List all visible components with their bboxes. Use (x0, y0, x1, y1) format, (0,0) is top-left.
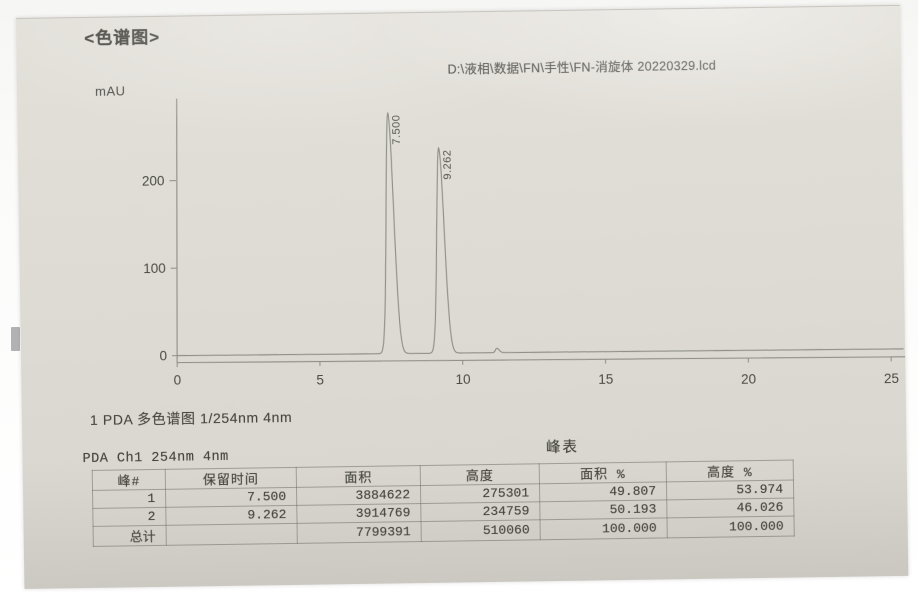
table-cell: 234759 (420, 501, 541, 522)
table-cell: 9.262 (165, 505, 298, 526)
column-header: 高度 (420, 463, 540, 486)
table-cell: 3884622 (296, 485, 421, 506)
table-cell: 275301 (420, 483, 540, 504)
x-axis-line (177, 356, 906, 364)
table-cell: 1 (92, 489, 166, 509)
table-cell: 100.000 (666, 516, 795, 538)
table-cell: 2 (92, 507, 167, 527)
column-header: 高度 % (666, 460, 794, 482)
y-axis-line (176, 98, 178, 363)
column-header: 保留时间 (165, 467, 297, 490)
x-tick-label: 0 (174, 373, 182, 388)
column-header: 峰# (92, 469, 166, 491)
table-cell: 3914769 (296, 503, 422, 524)
y-tick-label: 0 (159, 348, 167, 363)
table-cell (166, 523, 298, 546)
x-tick-label: 25 (884, 371, 899, 386)
peak-table-title: 峰表 (545, 439, 580, 457)
chromatogram-trace (177, 112, 904, 357)
x-tick-label: 20 (741, 371, 756, 386)
peak-table-body: 1 7.500 3884622 275301 49.807 53.974 2 9.262 391… (92, 480, 795, 547)
photo-edge-marker (11, 327, 20, 351)
table-cell: 总计 (93, 525, 167, 547)
chromatogram-plot: 0 100 200 0 5 10 15 20 25 7.500 9.262 (142, 98, 906, 388)
table-cell: 7799391 (297, 521, 422, 544)
column-header: 面积 % (539, 461, 667, 484)
page-title: <色谱图> (84, 27, 161, 48)
peak-table-channel: PDA Ch1 254nm 4nm (82, 449, 229, 468)
table-cell: 7.500 (165, 487, 297, 508)
y-axis-unit-label: mAU (94, 83, 126, 99)
table-cell: 50.193 (539, 499, 667, 520)
table-cell: 53.974 (666, 480, 794, 500)
column-header: 面积 (296, 465, 421, 488)
table-cell: 49.807 (539, 481, 667, 502)
x-tick-label: 10 (455, 372, 470, 387)
channel-description: 1 PDA 多色谱图 1/254nm 4nm (89, 408, 293, 428)
peak-table: 峰# 保留时间 面积 高度 面积 % 高度 % 1 7.500 3884622 275301 49… (92, 460, 795, 547)
y-tick-label: 200 (142, 173, 165, 188)
peak-rt-label: 7.500 (391, 115, 403, 145)
y-tick-label: 100 (143, 261, 166, 276)
table-cell: 100.000 (540, 517, 668, 540)
peak-rt-label: 9.262 (442, 149, 454, 179)
report-paper: 0 100 200 0 5 10 15 20 25 7.500 9.262 <色谱图> mAU D:… (16, 4, 909, 589)
x-tick-label: 5 (316, 372, 324, 387)
table-cell: 46.026 (666, 498, 794, 518)
table-cell: 510060 (421, 519, 541, 542)
x-tick-label: 15 (598, 372, 613, 387)
